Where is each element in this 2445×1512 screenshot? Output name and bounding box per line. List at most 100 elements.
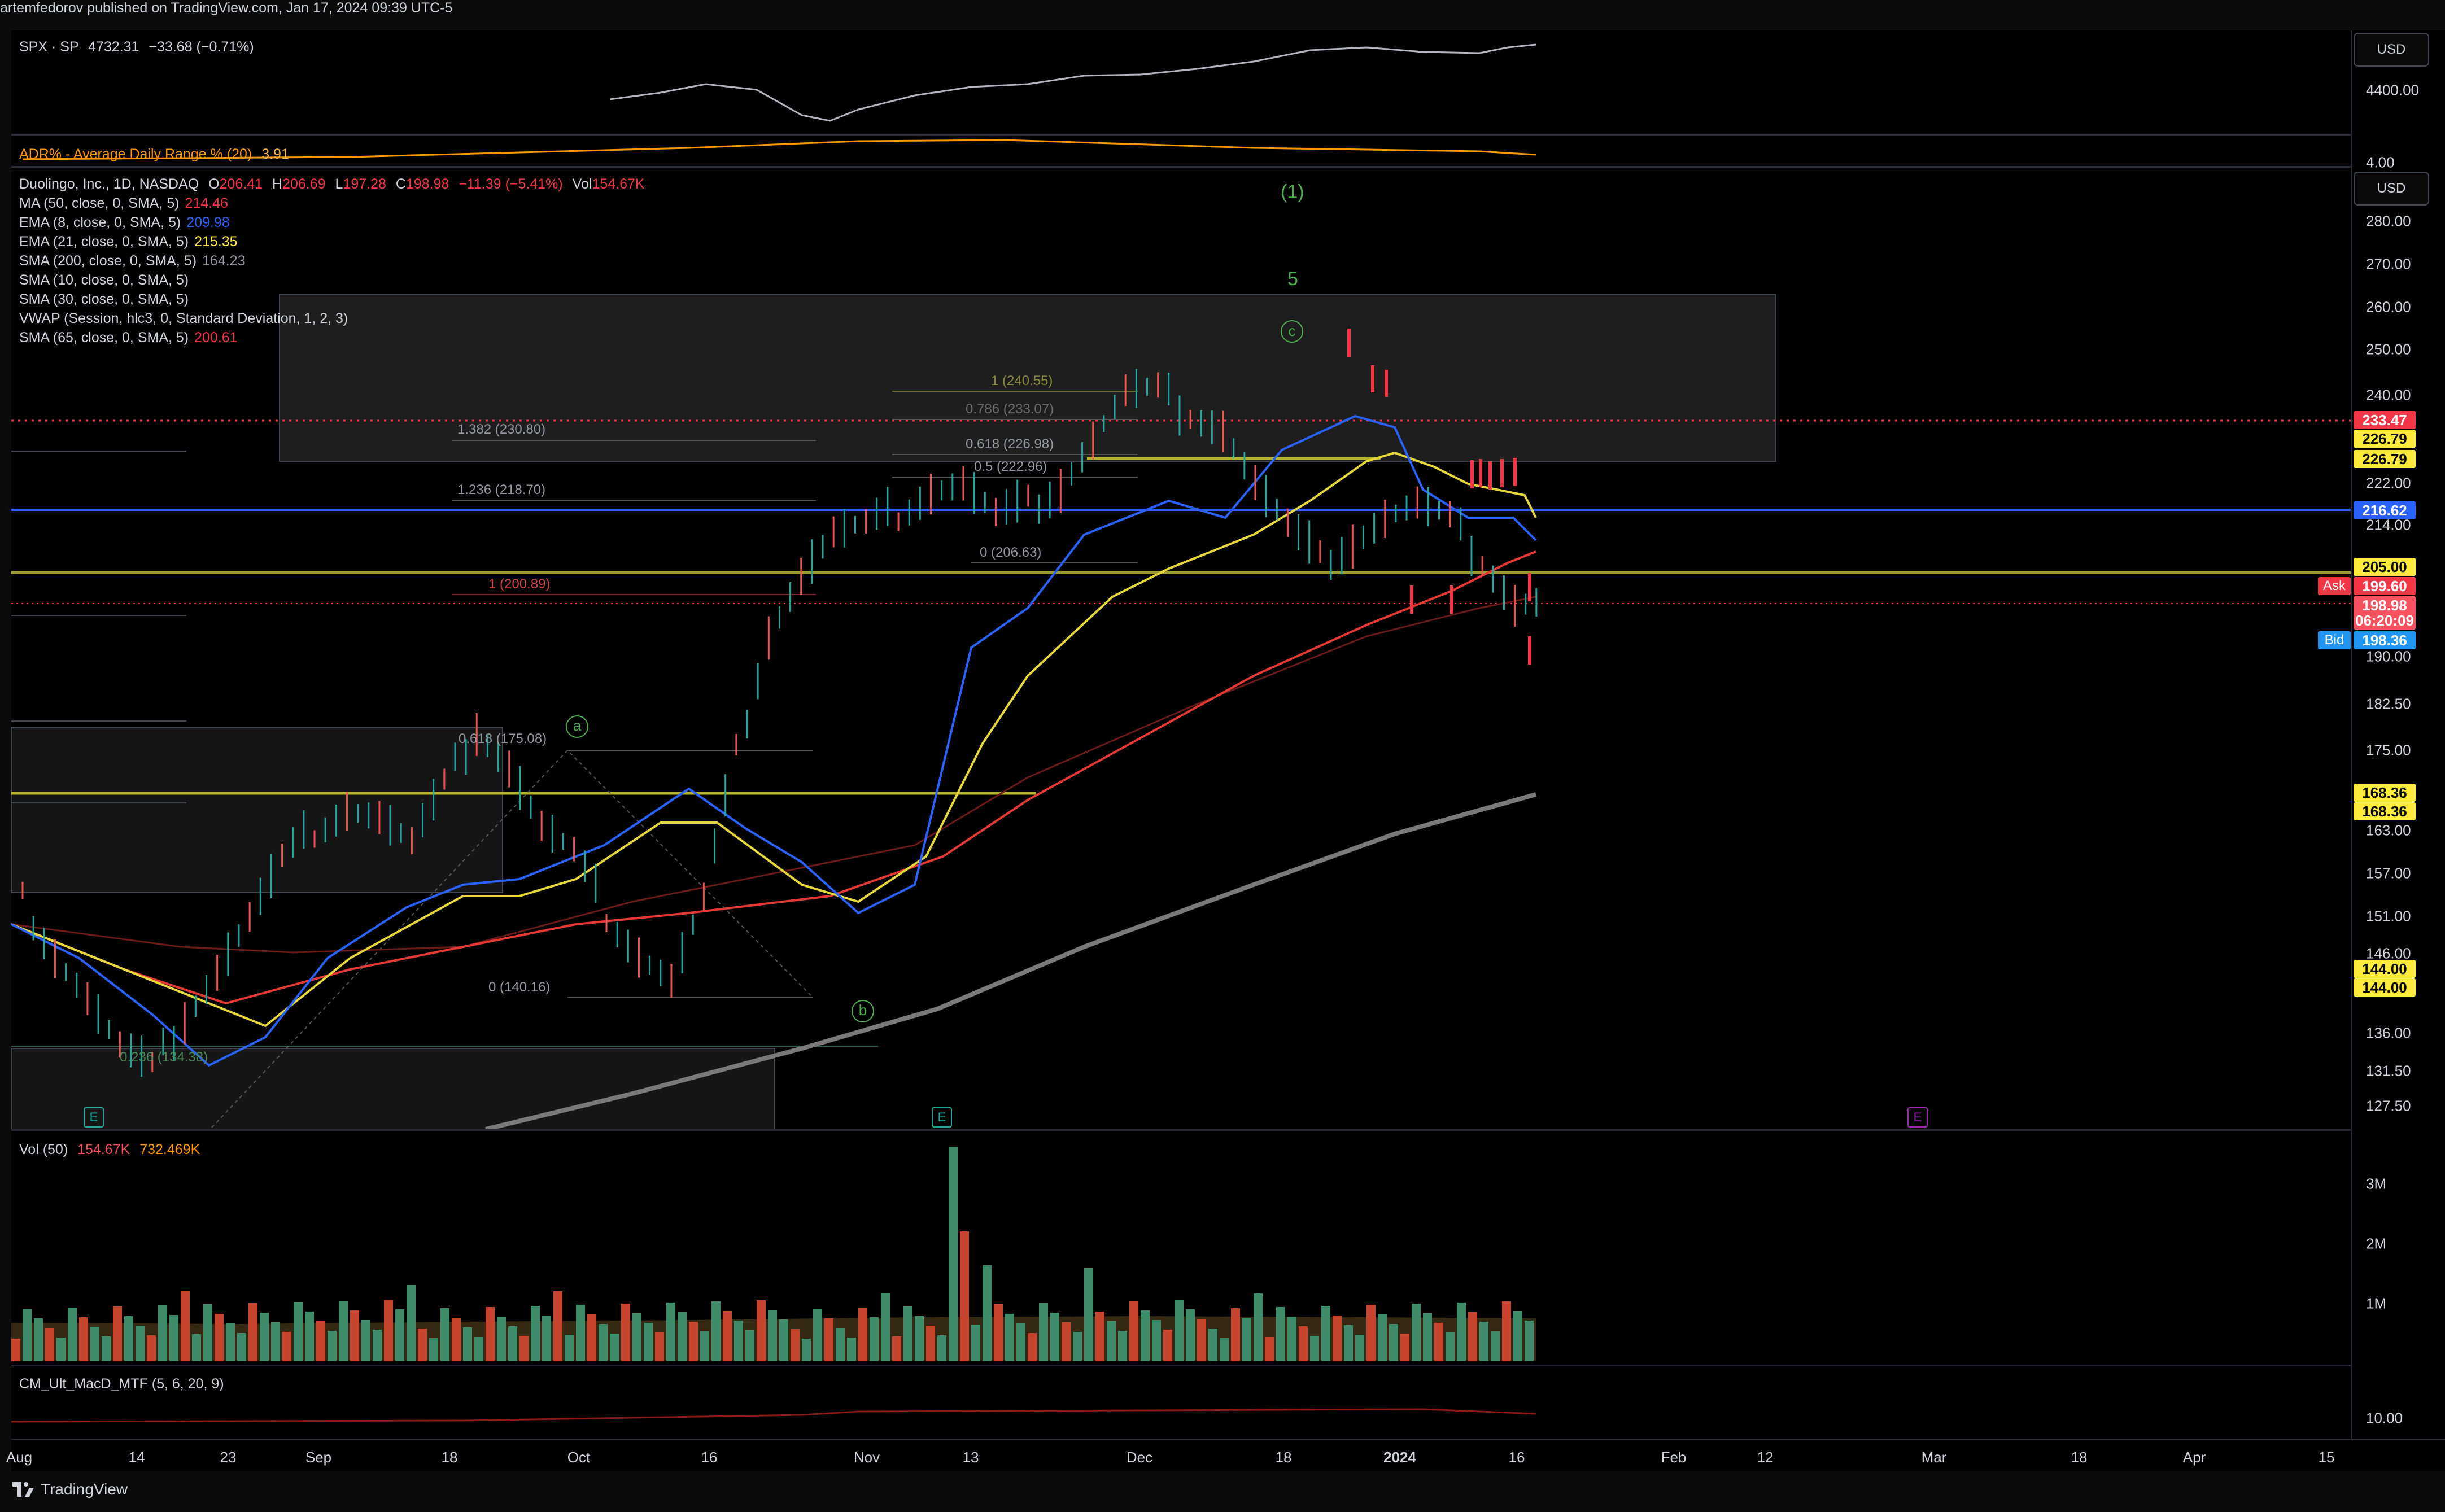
time-tick: Apr (2182, 1449, 2206, 1466)
low-value: 197.28 (343, 176, 386, 192)
indicator-row[interactable]: SMA (10, close, 0, SMA, 5) (19, 270, 645, 290)
fib-label: 0 (140.16) (488, 980, 551, 995)
volume-bar (1502, 1301, 1511, 1361)
earnings-icon[interactable]: E (932, 1107, 952, 1128)
volume-bar (215, 1314, 224, 1361)
volume-bar (1446, 1332, 1455, 1361)
indicator-row[interactable]: EMA (8, close, 0, SMA, 5) 209.98 (19, 213, 645, 232)
resistance-zone[interactable] (279, 294, 1776, 462)
volume-bar (983, 1265, 992, 1361)
adr-pane[interactable]: ADR% - Average Daily Range % (20) 3.91 (11, 136, 2351, 166)
indicator-row[interactable]: VWAP (Session, hlc3, 0, Standard Deviati… (19, 309, 645, 328)
time-tick: 14 (128, 1449, 145, 1466)
time-axis[interactable] (11, 1439, 2445, 1471)
volume-bar (440, 1308, 449, 1361)
indicator-name: SMA (30, close, 0, SMA, 5) (19, 291, 189, 307)
macd-pane[interactable]: CM_Ult_MacD_MTF (5, 6, 20, 9) (11, 1366, 2351, 1439)
volume-tick: 1M (2366, 1295, 2387, 1312)
earnings-icon-upcoming[interactable]: E (1907, 1107, 1928, 1128)
volume-bar (881, 1293, 890, 1361)
volume-bar (599, 1324, 608, 1361)
volume-pane[interactable]: Vol (50) 154.67K 732.469K (11, 1131, 2351, 1365)
price-tick: 127.50 (2366, 1097, 2411, 1115)
indicator-value: 215.35 (194, 234, 238, 250)
price-label[interactable]: 144.00 (2354, 978, 2416, 997)
price-label[interactable]: 199.60 (2354, 577, 2416, 595)
volume-bar (734, 1321, 743, 1361)
price-label[interactable]: 205.00 (2354, 558, 2416, 576)
volume-bar (1513, 1311, 1522, 1361)
volume-bar (1525, 1321, 1534, 1361)
price-label[interactable]: 226.79 (2354, 430, 2416, 448)
wave-label: 5 (1287, 268, 1298, 290)
pane-separator[interactable] (11, 1365, 2445, 1366)
indicator-name: MA (50, close, 0, SMA, 5) (19, 195, 180, 211)
volume-bar (407, 1285, 416, 1361)
currency-button[interactable]: USD (2354, 172, 2429, 206)
symbol-title[interactable]: Duolingo, Inc., 1D, NASDAQ (19, 176, 199, 192)
price-axis[interactable] (2351, 30, 2445, 1440)
time-tick: 16 (701, 1449, 718, 1466)
volume-bar (1141, 1310, 1150, 1361)
time-tick: 13 (962, 1449, 979, 1466)
volume-bar (926, 1326, 935, 1361)
adr-line (22, 139, 1536, 160)
pane-separator[interactable] (11, 166, 2445, 168)
volume-bar (644, 1323, 653, 1361)
indicator-row[interactable]: MA (50, close, 0, SMA, 5) 214.46 (19, 194, 645, 213)
volume-bar (1333, 1316, 1342, 1361)
volume-bar (1287, 1317, 1296, 1361)
earnings-icon[interactable]: E (84, 1107, 104, 1128)
volume-bar (666, 1303, 675, 1361)
price-label[interactable]: 198.98 (2354, 596, 2416, 614)
price-label[interactable]: 233.47 (2354, 411, 2416, 429)
time-tick: Oct (567, 1449, 591, 1466)
indicator-row[interactable]: SMA (65, close, 0, SMA, 5) 200.61 (19, 328, 645, 347)
indicator-value: 209.98 (186, 215, 230, 230)
price-label[interactable]: 06:20:09 (2354, 611, 2416, 630)
support-zone-upper[interactable] (11, 727, 503, 893)
indicator-name: EMA (8, close, 0, SMA, 5) (19, 215, 181, 230)
spx-last: 4732.31 (88, 39, 139, 55)
indicator-value: 214.46 (185, 195, 228, 211)
pane-separator[interactable] (11, 134, 2445, 136)
price-label[interactable]: 226.79 (2354, 450, 2416, 468)
adr-label: ADR% - Average Daily Range % (20) (19, 146, 252, 162)
price-tick: 182.50 (2366, 695, 2411, 713)
time-tick: 18 (441, 1449, 458, 1466)
volume-bar (565, 1335, 574, 1361)
volume-bar (1457, 1303, 1466, 1361)
time-tick: 15 (2318, 1449, 2335, 1466)
price-label[interactable]: 168.36 (2354, 802, 2416, 820)
volume-bar (1434, 1323, 1443, 1361)
fib-label: 1 (240.55) (991, 373, 1053, 388)
spx-pane[interactable]: SPX · SP 4732.31 −33.68 (−0.71%) (11, 30, 2351, 134)
volume-bar (1254, 1293, 1263, 1361)
volume-bar (519, 1336, 529, 1361)
volume-bar (621, 1304, 630, 1361)
volume-bar (870, 1317, 879, 1361)
price-pane[interactable]: Duolingo, Inc., 1D, NASDAQ O206.41 H206.… (11, 168, 2351, 1129)
volume-bar (903, 1306, 912, 1361)
price-label[interactable]: 198.36 (2354, 631, 2416, 649)
volume-bar (1389, 1324, 1398, 1361)
indicator-row[interactable]: EMA (21, close, 0, SMA, 5) 215.35 (19, 232, 645, 251)
volume-bar (294, 1302, 303, 1361)
pane-separator[interactable] (11, 1129, 2445, 1131)
macd-legend: CM_Ult_MacD_MTF (5, 6, 20, 9) (19, 1376, 224, 1392)
axis-tick: 4.00 (2366, 154, 2395, 171)
price-label[interactable]: 144.00 (2354, 960, 2416, 978)
close-value: 198.98 (405, 176, 449, 192)
volume-bar (1412, 1304, 1421, 1361)
indicator-row[interactable]: SMA (200, close, 0, SMA, 5) 164.23 (19, 251, 645, 270)
indicator-row[interactable]: SMA (30, close, 0, SMA, 5) (19, 290, 645, 309)
price-label[interactable]: 216.62 (2354, 501, 2416, 519)
volume-bar (1344, 1325, 1353, 1361)
volume-bar (79, 1317, 88, 1361)
price-label[interactable]: 168.36 (2354, 784, 2416, 802)
currency-button[interactable]: USD (2354, 33, 2429, 67)
wave-label-c: c (1281, 320, 1303, 343)
volume-bar (237, 1333, 246, 1361)
volume-bar (305, 1312, 314, 1361)
volume-bar (1423, 1313, 1432, 1361)
